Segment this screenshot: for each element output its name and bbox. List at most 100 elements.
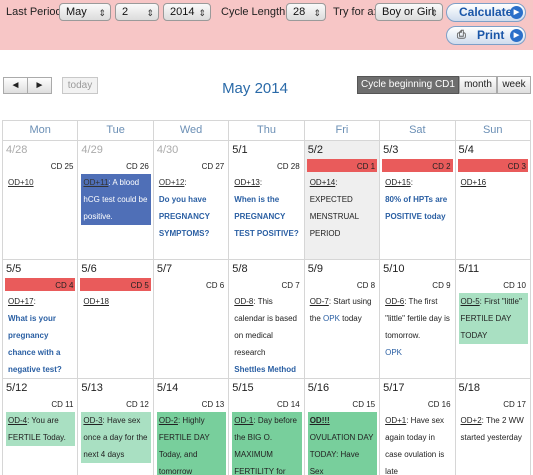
- od-link[interactable]: OD+12: [158, 178, 185, 187]
- week-row: 4/28 CD 25 OD+10 4/29 CD 26 OD+11: A blo…: [3, 141, 531, 260]
- view-week-button[interactable]: week: [497, 76, 531, 94]
- year-select[interactable]: 2014 ⇕: [163, 3, 211, 21]
- view-cycle-button[interactable]: Cycle beginning CD1: [357, 76, 459, 94]
- prev-button[interactable]: ◄: [3, 77, 28, 94]
- note-link[interactable]: What is your pregnancy chance with a neg…: [8, 314, 62, 374]
- day-cell[interactable]: 5/15 CD 14 OD-1: Day before the BIG O. M…: [229, 379, 305, 475]
- day-note: OD+13: When is the PREGNANCY TEST POSITIV…: [232, 174, 301, 242]
- day-cell[interactable]: 4/29 CD 26 OD+11: A blood hCG test could…: [78, 141, 154, 259]
- calendar-grid: Mon Tue Wed Thu Fri Sat Sun 4/28 CD 25 O…: [2, 120, 531, 475]
- od-link[interactable]: OD+2: [460, 416, 482, 425]
- day-cell[interactable]: 5/3 CD 2 OD+15: 80% of HPTs are POSITIVE …: [380, 141, 456, 259]
- day-note: OD+18: [81, 293, 150, 310]
- day-cell[interactable]: 5/6 CD 5 OD+18: [78, 260, 154, 378]
- day-note: OD-6: The first "little" fertile day is …: [383, 293, 452, 361]
- cycle-day: CD 5: [130, 281, 149, 290]
- try-for-select[interactable]: Boy or Girl ⇕: [375, 3, 443, 21]
- od-link[interactable]: OD!!!: [309, 416, 330, 425]
- calculate-button[interactable]: Calculate ▶: [446, 3, 526, 22]
- day-cell[interactable]: 5/1 CD 28 OD+13: When is the PREGNANCY TE…: [229, 141, 305, 259]
- day-cell[interactable]: 5/18 CD 17 OD+2: The 2 WW started yester…: [456, 379, 531, 475]
- cycle-day: CD 28: [277, 162, 300, 171]
- day-note: OD-7: Start using the OPK today: [308, 293, 377, 327]
- opk-link[interactable]: OPK: [385, 348, 403, 357]
- day-cell[interactable]: 5/5 CD 4 OD+17: What is your pregnancy ch…: [3, 260, 79, 378]
- day-number: 4/28: [6, 144, 28, 156]
- cycle-day: CD 11: [51, 400, 74, 409]
- od-link[interactable]: OD+18: [83, 297, 109, 306]
- od-link[interactable]: OD-3: [83, 416, 103, 425]
- cycle-day: CD 4: [55, 281, 74, 290]
- od-link[interactable]: OD+16: [460, 178, 487, 187]
- od-link[interactable]: OD+17: [8, 297, 34, 306]
- note-link[interactable]: Shettles Method: [234, 365, 297, 374]
- day-note: OD+2: The 2 WW started yesterday: [459, 412, 528, 446]
- od-link[interactable]: OD-8: [234, 297, 254, 306]
- od-link[interactable]: OD+10: [8, 178, 34, 187]
- day-number: 5/1: [232, 144, 248, 156]
- note-text: :: [33, 297, 36, 306]
- day-cell[interactable]: 5/11 CD 10 OD-5: First "little" FERTILE …: [456, 260, 531, 378]
- od-link[interactable]: OD-6: [385, 297, 405, 306]
- day-cell[interactable]: 5/10 CD 9 OD-6: The first "little" ferti…: [380, 260, 456, 378]
- day-cell[interactable]: 5/16 CD 15 OD!!! OVULATION DAY TODAY: Ha…: [305, 379, 381, 475]
- last-period-label: Last Period:: [6, 6, 65, 18]
- day-note: OD-2: Highly FERTILE DAY Today, and tomo…: [156, 412, 227, 475]
- day-number: 5/18: [458, 382, 480, 394]
- day-cell[interactable]: 5/12 CD 11 OD-4: You are FERTILE Today.: [3, 379, 79, 475]
- note-link[interactable]: When is the PREGNANCY TEST POSITIVE?: [234, 195, 299, 238]
- month-select[interactable]: May ⇕: [59, 3, 111, 21]
- od-link[interactable]: OD-4: [8, 416, 28, 425]
- day-note: OD-5: First "little" FERTILE DAY TODAY: [458, 293, 528, 344]
- view-month-button[interactable]: month: [459, 76, 497, 94]
- print-button[interactable]: ⎙ Print ▶: [446, 26, 526, 45]
- day-cell[interactable]: 5/14 CD 13 OD-2: Highly FERTILE DAY Toda…: [154, 379, 230, 475]
- cycle-day: CD 26: [126, 162, 149, 171]
- note-link[interactable]: Do you have PREGNANCY SYMPTOMS?: [158, 195, 210, 238]
- day-cell[interactable]: 5/7 CD 6: [154, 260, 230, 378]
- calculate-button-label: Calculate: [459, 5, 513, 19]
- note-text: OVULATION DAY TODAY: Have Sex: [309, 433, 374, 475]
- try-for-value: Boy or Girl: [382, 6, 434, 18]
- day-note: OD+1: Have sex again today in case ovula…: [383, 412, 452, 475]
- note-text: today: [339, 314, 362, 323]
- week-row: 5/12 CD 11 OD-4: You are FERTILE Today. …: [3, 379, 531, 475]
- weekday-sat: Sat: [380, 121, 456, 140]
- day-cell[interactable]: 5/8 CD 7 OD-8: This calendar is based on…: [229, 260, 305, 378]
- day-cell[interactable]: 4/30 CD 27 OD+12: Do you have PREGNANCY S…: [154, 141, 230, 259]
- day-cell[interactable]: 5/4 CD 3 OD+16: [456, 141, 531, 259]
- weekday-header: Mon Tue Wed Thu Fri Sat Sun: [3, 121, 531, 141]
- od-link[interactable]: OD-7: [309, 297, 329, 306]
- form-bar: Last Period: May ⇕ 2 ⇕ 2014 ⇕ Cycle Leng…: [0, 0, 533, 50]
- od-link[interactable]: OD+1: [385, 416, 407, 425]
- od-link[interactable]: OD-2: [158, 416, 178, 425]
- day-cell[interactable]: 5/17 CD 16 OD+1: Have sex again today in…: [380, 379, 456, 475]
- day-note: OD+12: Do you have PREGNANCY SYMPTOMS?: [157, 174, 226, 242]
- cycle-length-label: Cycle Length:: [221, 6, 289, 18]
- printer-icon: ⎙: [457, 29, 466, 41]
- day-select[interactable]: 2 ⇕: [115, 3, 159, 21]
- day-cell[interactable]: 5/13 CD 12 OD-3: Have sex once a day for…: [78, 379, 154, 475]
- cycle-day: CD 13: [201, 400, 225, 409]
- cycle-length-select[interactable]: 28 ⇕: [286, 3, 326, 21]
- od-link[interactable]: OD+13: [234, 178, 260, 187]
- year-select-value: 2014: [170, 6, 195, 18]
- od-link[interactable]: OD-1: [234, 416, 254, 425]
- next-button[interactable]: ►: [27, 77, 52, 94]
- note-text: : Start using the: [309, 297, 372, 323]
- opk-link[interactable]: OPK: [323, 314, 340, 323]
- day-cell[interactable]: 5/9 CD 8 OD-7: Start using the OPK today: [305, 260, 381, 378]
- od-link[interactable]: OD+14: [309, 178, 336, 187]
- day-cell[interactable]: 5/2 CD 1 OD+14: EXPECTED MENSTRUAL PERIO…: [304, 141, 381, 259]
- day-cell[interactable]: 4/28 CD 25 OD+10: [3, 141, 79, 259]
- od-link[interactable]: OD+11: [83, 178, 109, 187]
- od-link[interactable]: OD+15: [385, 178, 411, 187]
- od-link[interactable]: OD-5: [460, 297, 480, 306]
- today-button[interactable]: today: [62, 77, 98, 94]
- note-text: : EXPECTED MENSTRUAL PERIOD: [309, 178, 359, 238]
- day-note: OD!!! OVULATION DAY TODAY: Have Sex: [307, 412, 378, 475]
- weekday-sun: Sun: [456, 121, 531, 140]
- note-text: : The first "little" fertile day is tomo…: [385, 297, 450, 340]
- note-link[interactable]: 80% of HPTs are POSITIVE today: [385, 195, 448, 221]
- weekday-fri: Fri: [305, 121, 381, 140]
